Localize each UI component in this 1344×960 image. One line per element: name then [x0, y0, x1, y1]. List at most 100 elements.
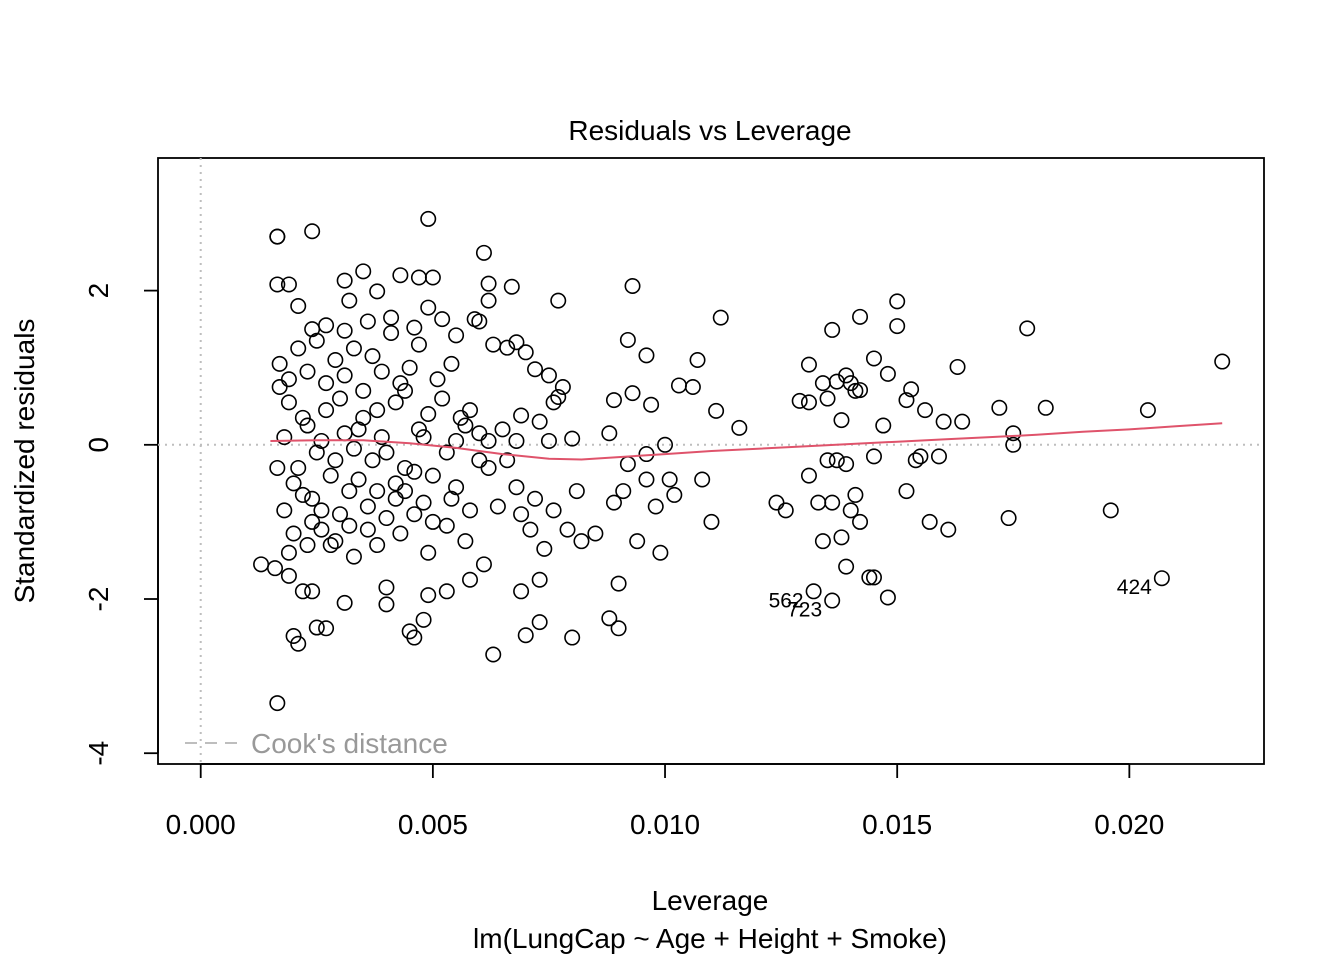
data-point [624, 385, 641, 402]
data-point [731, 419, 748, 436]
data-point [373, 429, 390, 446]
data-point [285, 525, 302, 542]
data-point [1102, 502, 1119, 519]
data-point [299, 537, 316, 554]
data-point [499, 339, 516, 356]
data-point [290, 298, 307, 315]
data-point [332, 506, 349, 523]
data-point [564, 430, 581, 447]
data-point [322, 467, 339, 484]
data-point [1037, 399, 1054, 416]
data-point [527, 361, 544, 378]
data-point [917, 402, 934, 419]
data-point [290, 635, 307, 652]
data-point [318, 402, 335, 419]
data-point [299, 363, 316, 380]
data-point [350, 471, 367, 488]
data-point [336, 594, 353, 611]
y-axis: -4 -2 0 2 [83, 283, 159, 766]
data-point [800, 467, 817, 484]
data-point [643, 396, 660, 413]
data-point [661, 471, 678, 488]
data-point [657, 436, 674, 453]
data-point [299, 417, 316, 434]
data-point [930, 448, 947, 465]
data-point [350, 421, 367, 438]
data-point [290, 459, 307, 476]
data-point [513, 407, 530, 424]
data-point [480, 432, 497, 449]
data-point [285, 475, 302, 492]
data-point [615, 483, 632, 500]
data-point [810, 494, 827, 511]
data-point [359, 313, 376, 330]
data-point [898, 392, 915, 409]
data-point [527, 490, 544, 507]
data-point [369, 402, 386, 419]
data-point [824, 494, 841, 511]
data-point [406, 506, 423, 523]
data-point [392, 525, 409, 542]
data-point [954, 413, 971, 430]
data-point [318, 375, 335, 392]
data-point [308, 444, 325, 461]
data-point [415, 611, 432, 628]
x-tick-label: 0.005 [398, 809, 468, 840]
data-point [359, 521, 376, 538]
data-point [355, 263, 372, 280]
data-point [420, 210, 437, 227]
data-point [540, 432, 557, 449]
data-points [253, 210, 1231, 712]
data-point [670, 377, 687, 394]
data-point [406, 319, 423, 336]
data-point [304, 223, 321, 240]
data-point [689, 351, 706, 368]
data-point [889, 293, 906, 310]
data-point [304, 490, 321, 507]
data-point [294, 409, 311, 426]
x-axis: 0.000 0.005 0.010 0.015 0.020 [166, 763, 1164, 840]
data-point [462, 502, 479, 519]
data-point [605, 392, 622, 409]
data-point [280, 371, 297, 388]
data-point [1139, 402, 1156, 419]
data-point [253, 556, 270, 573]
data-point [768, 494, 785, 511]
data-point [369, 283, 386, 300]
data-point [800, 394, 817, 411]
legend: Cook's distance [185, 728, 448, 759]
data-point [336, 322, 353, 339]
data-point [267, 560, 284, 577]
data-point [424, 513, 441, 530]
data-point [605, 494, 622, 511]
data-point [1005, 425, 1022, 442]
data-point [280, 544, 297, 561]
data-point [378, 596, 395, 613]
y-tick-label: -2 [83, 587, 114, 612]
data-point [889, 318, 906, 335]
data-point [294, 583, 311, 600]
data-point [865, 569, 882, 586]
data-point [619, 331, 636, 348]
data-point [387, 394, 404, 411]
data-point [898, 483, 915, 500]
data-point [420, 544, 437, 561]
data-point [392, 267, 409, 284]
data-point [489, 498, 506, 515]
plot-frame [157, 157, 1265, 765]
data-point [364, 348, 381, 365]
data-point [935, 413, 952, 430]
data-point [703, 513, 720, 530]
data-point [397, 382, 414, 399]
data-point [1005, 436, 1022, 453]
data-point [624, 277, 641, 294]
data-point [443, 355, 460, 372]
data-point [415, 494, 432, 511]
data-point [471, 425, 488, 442]
data-point [554, 378, 571, 395]
data-point [814, 533, 831, 550]
data-point [308, 619, 325, 636]
data-point [462, 402, 479, 419]
data-point [513, 506, 530, 523]
